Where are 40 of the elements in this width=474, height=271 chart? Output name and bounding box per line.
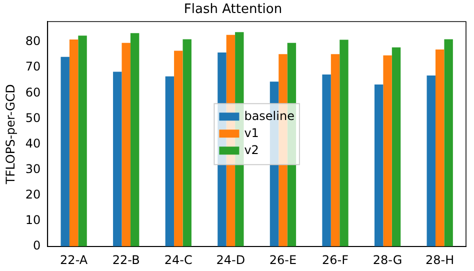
bar	[69, 40, 78, 247]
x-tick-label: 24-D	[216, 252, 246, 267]
bar	[130, 33, 140, 247]
x-tick-label: 22-A	[60, 252, 88, 267]
bar	[330, 54, 340, 247]
bar	[374, 84, 384, 247]
bar	[392, 47, 401, 247]
bar	[182, 39, 192, 247]
legend-label: v1	[244, 126, 259, 140]
y-tick-label: 70	[25, 60, 41, 74]
bar	[165, 76, 174, 247]
chart-title: Flash Attention	[184, 2, 282, 18]
bar	[435, 49, 444, 247]
x-tick-label: 26-E	[269, 252, 297, 267]
bar	[174, 50, 183, 247]
bar	[78, 36, 87, 247]
bar	[444, 39, 453, 247]
x-tick-label: 28-G	[372, 252, 402, 267]
legend-label: v2	[244, 143, 259, 158]
y-tick-label: 50	[25, 110, 41, 125]
y-tick-label: 30	[25, 162, 41, 176]
y-tick-label: 0	[33, 238, 41, 253]
bar	[122, 42, 130, 247]
bar	[426, 76, 436, 247]
y-tick-label: 20	[25, 188, 41, 202]
bar	[322, 74, 331, 247]
x-tick-label: 22-B	[112, 252, 140, 267]
y-tick-label: 80	[25, 34, 41, 48]
y-axis-title: TFLOPS-per-GCD	[3, 84, 18, 186]
x-tick-label: 24-C	[164, 252, 192, 267]
bar	[113, 72, 122, 247]
x-tick-label: 26-F	[322, 252, 349, 267]
legend-label: baseline	[244, 109, 294, 124]
y-tick-label: 10	[25, 213, 41, 228]
x-tick-label: 28-H	[426, 252, 454, 267]
bar	[60, 56, 70, 247]
bar	[383, 55, 392, 247]
y-tick-label: 60	[25, 85, 41, 100]
bar	[340, 40, 348, 247]
y-tick-label: 40	[25, 136, 41, 150]
